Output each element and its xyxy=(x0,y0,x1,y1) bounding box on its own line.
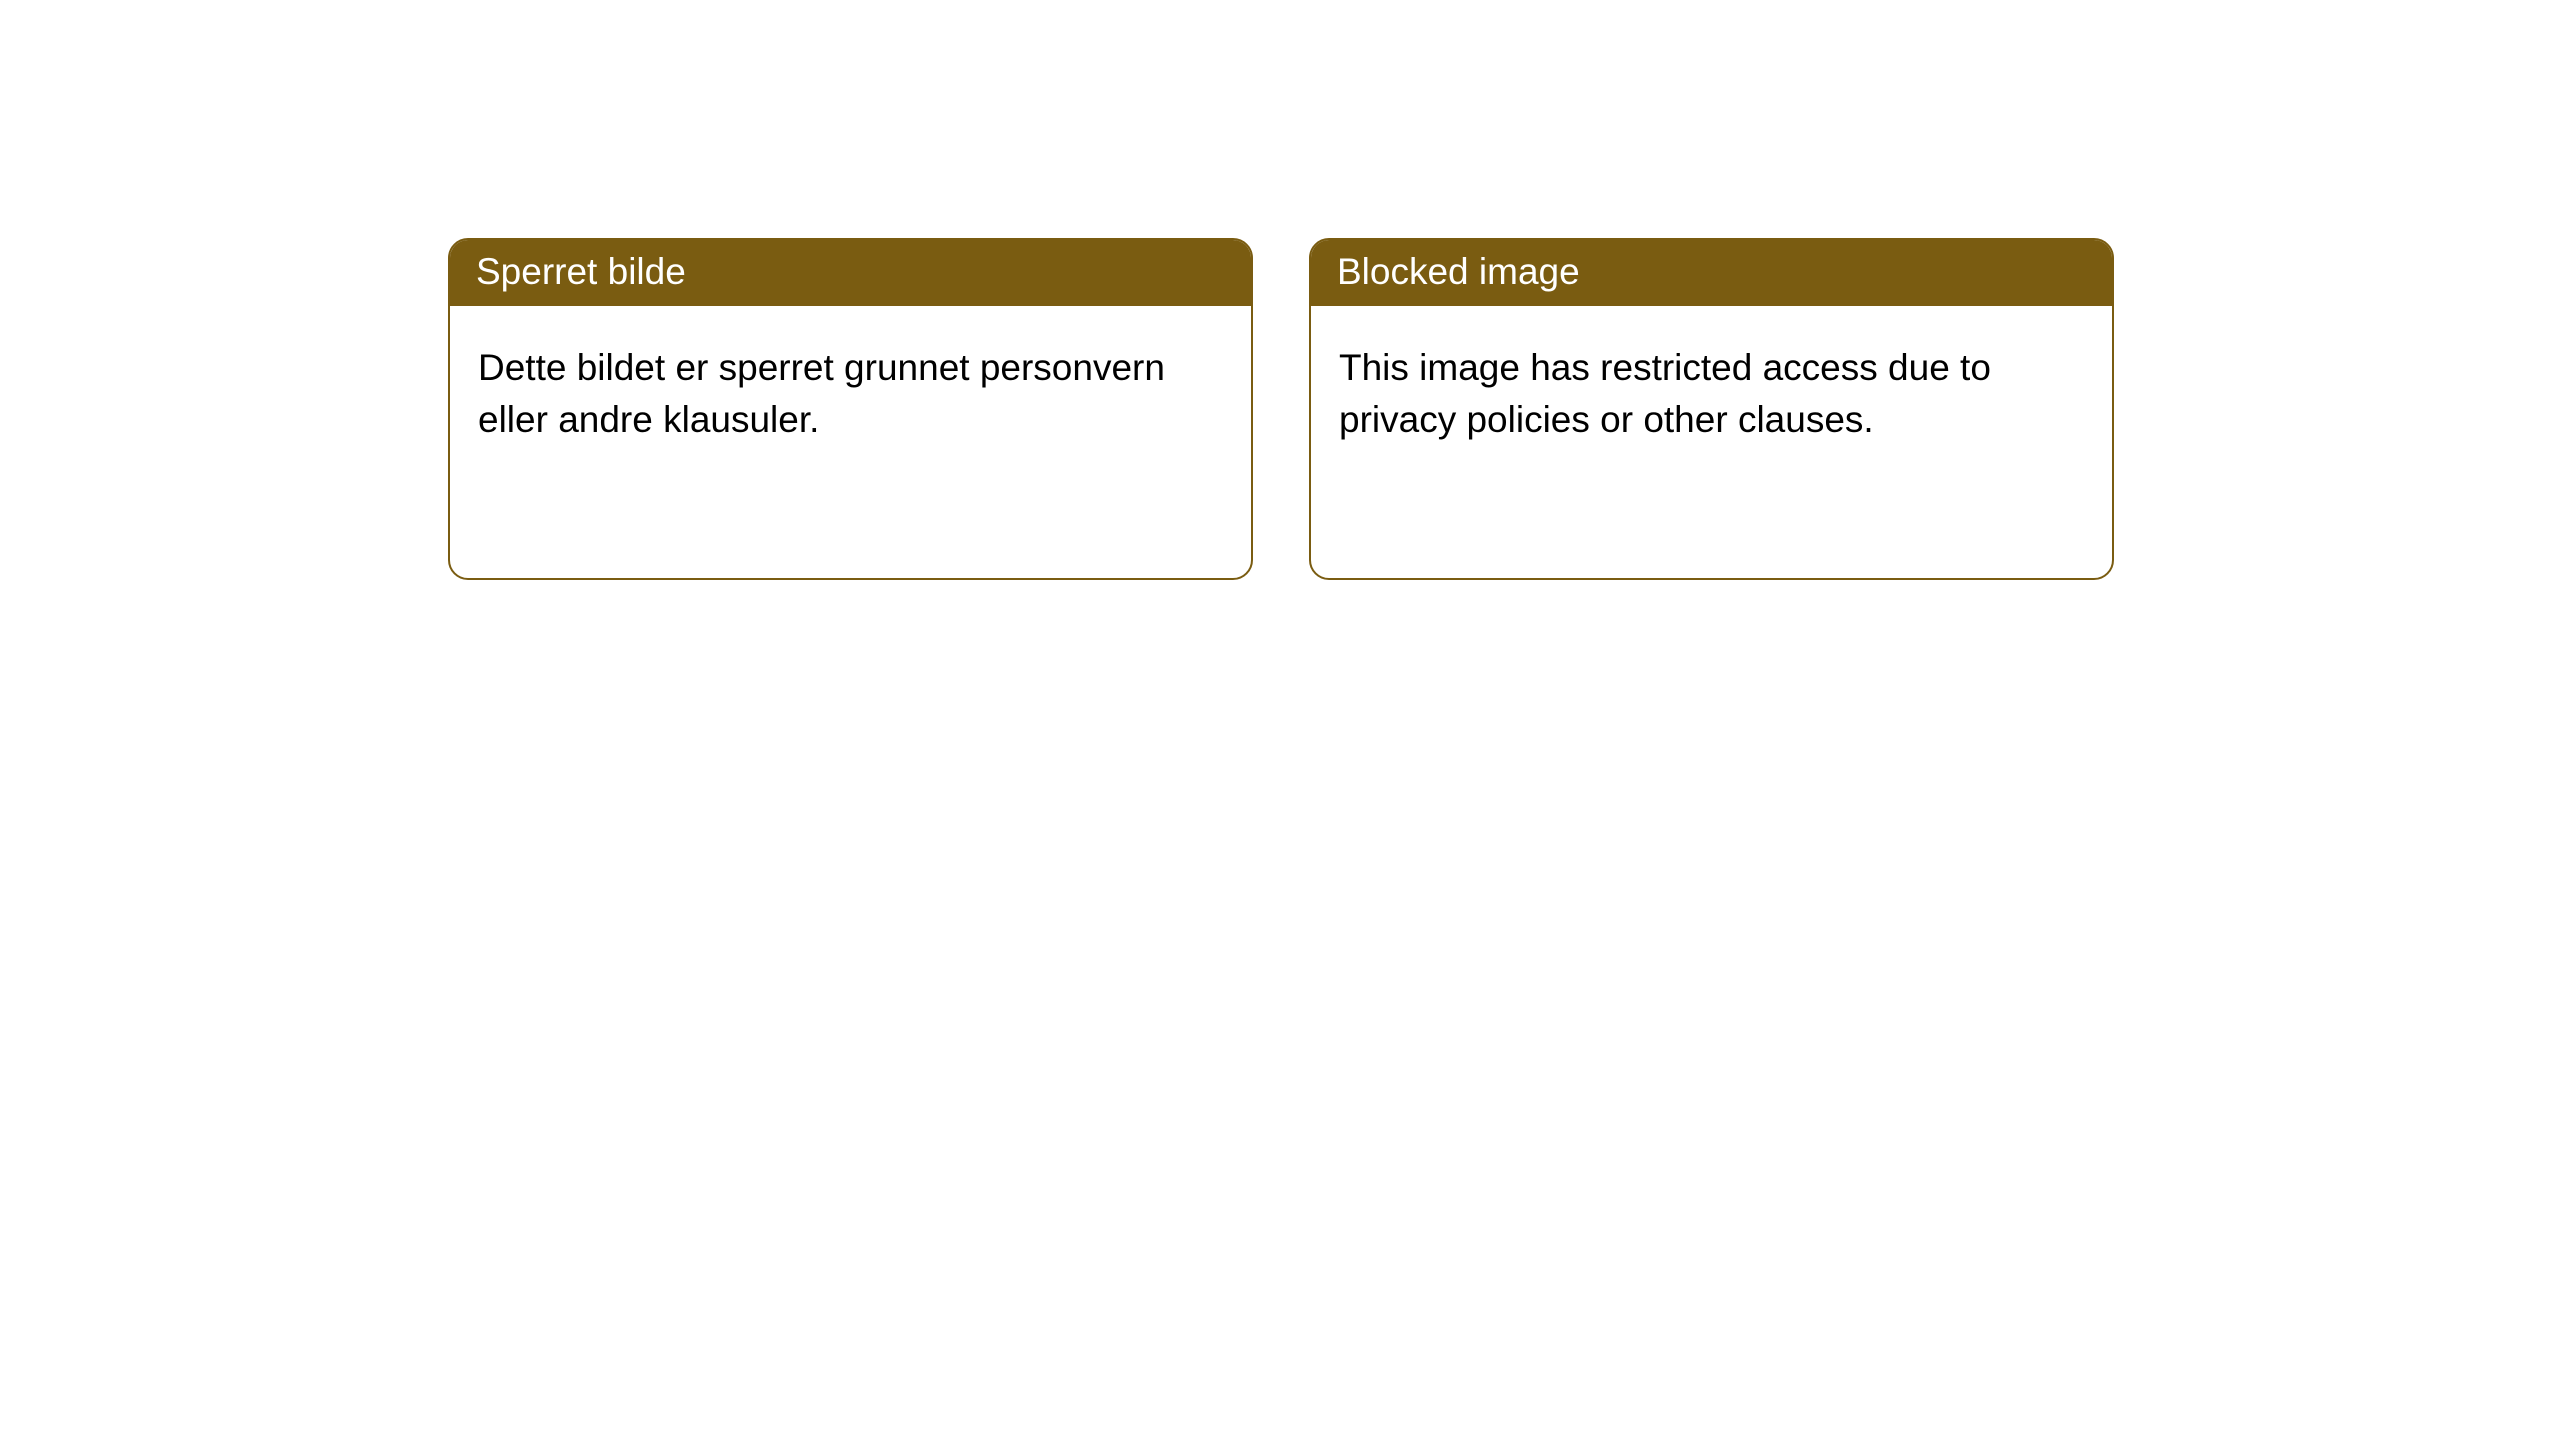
notice-container: Sperret bilde Dette bildet er sperret gr… xyxy=(0,0,2560,580)
card-title: Blocked image xyxy=(1337,251,1580,292)
notice-card-english: Blocked image This image has restricted … xyxy=(1309,238,2114,580)
card-title: Sperret bilde xyxy=(476,251,686,292)
card-body-text: This image has restricted access due to … xyxy=(1339,347,1991,440)
card-header: Sperret bilde xyxy=(450,240,1251,306)
card-body: Dette bildet er sperret grunnet personve… xyxy=(450,306,1251,578)
card-body-text: Dette bildet er sperret grunnet personve… xyxy=(478,347,1165,440)
card-body: This image has restricted access due to … xyxy=(1311,306,2112,578)
card-header: Blocked image xyxy=(1311,240,2112,306)
notice-card-norwegian: Sperret bilde Dette bildet er sperret gr… xyxy=(448,238,1253,580)
